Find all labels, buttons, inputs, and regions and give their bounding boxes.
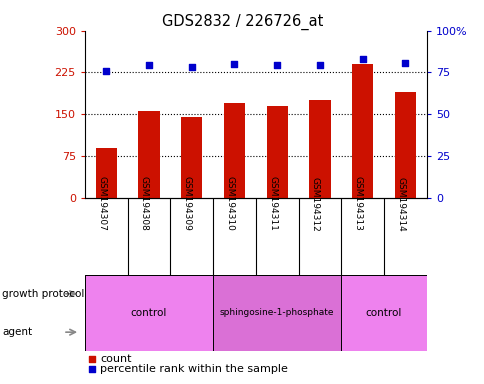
Bar bbox=[138, 111, 159, 198]
Bar bbox=[309, 100, 330, 198]
Text: agent: agent bbox=[2, 327, 32, 337]
Point bbox=[88, 356, 96, 362]
Point bbox=[187, 64, 195, 70]
Bar bbox=[341, 275, 426, 313]
Text: control: control bbox=[131, 308, 167, 318]
Bar bbox=[212, 275, 341, 351]
Point bbox=[230, 61, 238, 67]
Bar bbox=[85, 275, 341, 313]
Text: GDS2832 / 226726_at: GDS2832 / 226726_at bbox=[162, 13, 322, 30]
Text: percentile rank within the sample: percentile rank within the sample bbox=[100, 364, 287, 374]
Text: GSM194312: GSM194312 bbox=[310, 177, 319, 231]
Point bbox=[145, 62, 152, 68]
Text: GSM194310: GSM194310 bbox=[225, 177, 234, 231]
Point bbox=[401, 60, 408, 66]
Text: growth protocol: growth protocol bbox=[2, 289, 85, 299]
Text: GSM194314: GSM194314 bbox=[395, 177, 405, 231]
Bar bbox=[351, 64, 373, 198]
Text: feeder-free
Matrigel: feeder-free Matrigel bbox=[354, 283, 412, 305]
Bar bbox=[266, 106, 287, 198]
Bar bbox=[95, 147, 117, 198]
Text: count: count bbox=[100, 354, 132, 364]
Text: GSM194311: GSM194311 bbox=[268, 177, 277, 231]
Text: standard condition: standard condition bbox=[164, 289, 262, 299]
Point bbox=[273, 62, 281, 68]
Point bbox=[102, 68, 110, 74]
Bar bbox=[181, 117, 202, 198]
Text: GSM194309: GSM194309 bbox=[182, 177, 191, 231]
Point bbox=[316, 62, 323, 68]
Bar bbox=[394, 92, 415, 198]
Text: GSM194307: GSM194307 bbox=[97, 177, 106, 231]
Bar bbox=[341, 275, 426, 351]
Text: GSM194313: GSM194313 bbox=[353, 177, 362, 231]
Text: control: control bbox=[365, 308, 401, 318]
Text: sphingosine-1-phosphate: sphingosine-1-phosphate bbox=[220, 308, 334, 318]
Bar bbox=[223, 103, 244, 198]
Bar bbox=[85, 275, 212, 351]
Point bbox=[88, 366, 96, 372]
Point bbox=[358, 55, 366, 61]
Text: GSM194308: GSM194308 bbox=[140, 177, 149, 231]
